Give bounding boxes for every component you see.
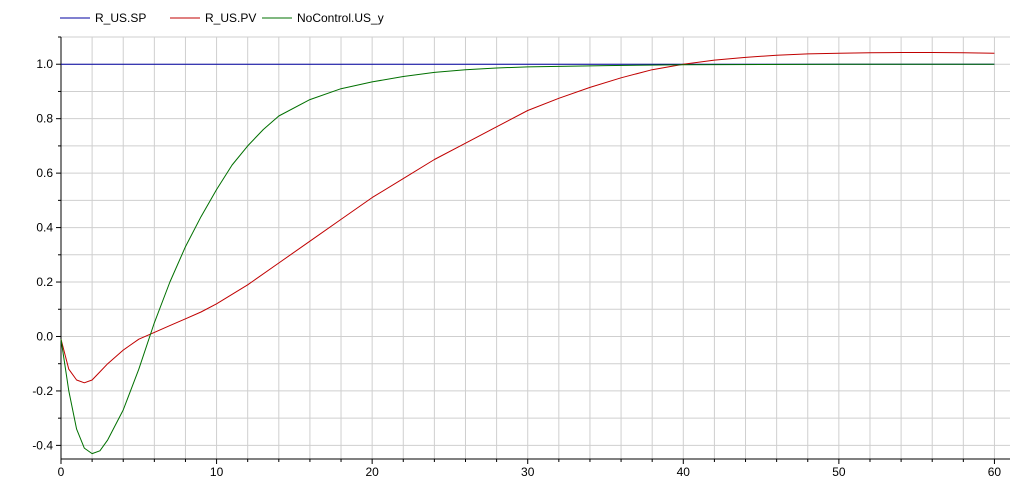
series-line-2 (60, 52, 995, 384)
legend: R_US.SP R_US.PV NoControl.US_y (60, 11, 384, 25)
y-tick-label: 0.6 (36, 166, 53, 180)
legend-label-1: R_US.SP (95, 11, 146, 25)
x-tick-label: 40 (677, 465, 691, 479)
x-tick-label: 50 (832, 465, 846, 479)
x-tick-label: 0 (58, 465, 65, 479)
y-tick-label: 1.0 (36, 57, 53, 71)
axes (56, 36, 1010, 464)
legend-label-3: NoControl.US_y (297, 11, 384, 25)
x-tick-label: 60 (988, 465, 1002, 479)
legend-label-2: R_US.PV (205, 11, 256, 25)
y-tick-label: 0.4 (36, 221, 53, 235)
x-tick-label: 10 (210, 465, 224, 479)
y-tick-label: 0.0 (36, 329, 53, 343)
y-tick-label: 0.8 (36, 112, 53, 126)
y-tick-label: -0.2 (32, 384, 53, 398)
x-tick-label: 20 (365, 465, 379, 479)
tick-labels: 0 10 20 30 40 50 60 -0.4 -0.2 0.0 0.2 0.4 0.6 0.8 1.0 (32, 57, 1001, 479)
grid (61, 36, 1010, 459)
series-line-3 (60, 63, 995, 455)
plot-series (60, 52, 995, 455)
y-tick-label: 0.2 (36, 275, 53, 289)
x-tick-label: 30 (521, 465, 535, 479)
y-tick-label: -0.4 (32, 438, 53, 452)
